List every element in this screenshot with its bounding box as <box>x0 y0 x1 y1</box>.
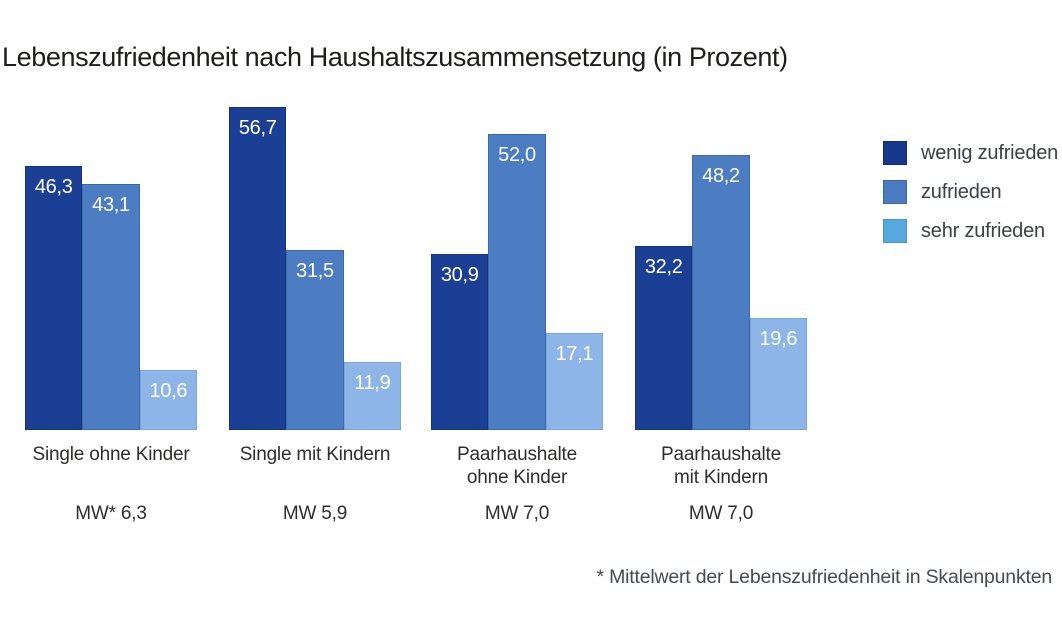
legend-swatch-icon <box>883 219 907 243</box>
category-label-3: Paarhaushalte ohne Kinder <box>457 444 577 488</box>
bar-group-1: 46,3 43,1 10,6 <box>25 100 198 430</box>
bar-sehr-zufrieden-group3: 17,1 <box>545 333 604 430</box>
bar-value-label: 19,6 <box>759 328 798 350</box>
footnote: * Mittelwert der Lebenszufriedenheit in … <box>596 566 1052 588</box>
bar-value-label: 31,5 <box>296 260 334 282</box>
bar-value-label: 46,3 <box>34 176 73 198</box>
bar-zufrieden-group2: 31,5 <box>286 250 344 430</box>
legend-item-3: sehr zufrieden <box>883 219 1058 243</box>
mean-value-label-2: MW 5,9 <box>282 503 348 524</box>
bar-sehr-zufrieden-group1: 10,6 <box>139 370 198 430</box>
bar-zufrieden-group1: 43,1 <box>82 184 140 430</box>
bar-value-label: 48,2 <box>702 165 740 187</box>
legend-label: zufrieden <box>921 180 1002 203</box>
mean-value-label-3: MW 7,0 <box>484 503 550 524</box>
bar-zufrieden-group3: 52,0 <box>488 134 546 430</box>
category-label-1: Single ohne Kinder <box>32 444 190 465</box>
bar-value-label: 56,7 <box>238 117 277 139</box>
legend-item-2: zufrieden <box>883 180 1058 204</box>
legend-label: wenig zufrieden <box>921 141 1059 164</box>
bar-sehr-zufrieden-group4: 19,6 <box>749 318 808 430</box>
category-label-2: Single mit Kindern <box>239 444 391 465</box>
mean-value-label-4: MW 7,0 <box>688 503 754 524</box>
bar-wenig-zufrieden-group3: 30,9 <box>431 254 489 430</box>
legend-swatch-icon <box>883 180 907 204</box>
bar-wenig-zufrieden-group1: 46,3 <box>25 166 83 430</box>
bar-group-2: 56,7 31,5 11,9 <box>229 100 402 430</box>
bar-value-label: 10,6 <box>149 380 188 402</box>
bar-value-label: 32,2 <box>644 256 683 278</box>
bar-value-label: 43,1 <box>92 194 130 216</box>
bar-group-4: 32,2 48,2 19,6 <box>635 100 808 430</box>
category-label-4: Paarhaushalte mit Kindern <box>661 444 781 488</box>
legend: wenig zufrieden zufrieden sehr zufrieden <box>883 141 1058 258</box>
bar-group-3: 30,9 52,0 17,1 <box>431 100 604 430</box>
legend-item-1: wenig zufrieden <box>883 141 1058 165</box>
bar-value-label: 17,1 <box>555 343 594 365</box>
bar-zufrieden-group4: 48,2 <box>692 155 750 430</box>
bar-value-label: 30,9 <box>440 264 479 286</box>
legend-label: sehr zufrieden <box>921 219 1045 242</box>
legend-swatch-icon <box>883 141 907 165</box>
bar-value-label: 52,0 <box>498 144 536 166</box>
plot-area: 46,3 43,1 10,6 56,7 31,5 11,9 30,9 52,0 17,1 32,2… <box>0 100 860 430</box>
bar-sehr-zufrieden-group2: 11,9 <box>343 362 402 430</box>
bar-wenig-zufrieden-group2: 56,7 <box>229 107 287 430</box>
mean-value-label-1: MW* 6,3 <box>75 503 147 524</box>
bar-wenig-zufrieden-group4: 32,2 <box>635 246 693 430</box>
chart-title: Lebenszufriedenheit nach Haushaltszusamm… <box>2 42 788 72</box>
bar-value-label: 11,9 <box>354 372 391 394</box>
